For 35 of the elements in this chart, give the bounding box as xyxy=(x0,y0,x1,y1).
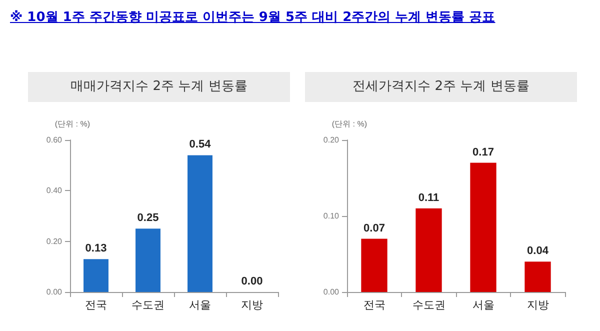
data-label: 0.04 xyxy=(527,245,550,258)
y-tick-label: 0.20 xyxy=(323,136,340,144)
data-label: 0.25 xyxy=(137,212,159,224)
chart-title: 전세가격지수 2주 누계 변동률 xyxy=(305,72,577,102)
bar xyxy=(416,208,442,292)
x-tick-label: 전국 xyxy=(85,300,107,312)
bar xyxy=(136,228,160,292)
data-label: 0.07 xyxy=(364,222,385,234)
chart-title: 매매가격지수 2주 누계 변동률 xyxy=(28,72,290,102)
data-label: 0.17 xyxy=(472,146,494,158)
x-tick-label: 전국 xyxy=(363,300,386,312)
bar xyxy=(84,259,108,292)
data-label: 0.00 xyxy=(241,276,263,288)
y-tick-label: 0.20 xyxy=(46,236,63,246)
x-tick-label: 서울 xyxy=(189,300,211,312)
x-tick-label: 서울 xyxy=(472,300,494,312)
x-tick-label: 지방 xyxy=(526,300,549,312)
y-tick-label: 0.10 xyxy=(323,212,340,220)
bar xyxy=(524,262,551,292)
data-label: 0.11 xyxy=(418,192,440,204)
y-axis-title: (단위 : %) xyxy=(54,120,90,128)
x-tick-label: 수도권 xyxy=(412,300,446,312)
x-tick-label: 지방 xyxy=(241,300,263,312)
y-tick-label: 0.60 xyxy=(46,136,63,144)
x-tick-label: 수도권 xyxy=(132,300,164,312)
y-axis-title: (단위 : %) xyxy=(332,120,368,128)
y-tick-label: 0.00 xyxy=(323,288,340,296)
bar xyxy=(470,162,496,292)
bar xyxy=(188,155,212,292)
y-tick-label: 0.00 xyxy=(46,288,63,296)
data-label: 0.54 xyxy=(189,138,212,151)
text: ※ 10월 1주 주간동향 미공표로 이번주는 9월 5주 대비 2주간의 누계 변동률 공표 xyxy=(10,10,496,25)
bar xyxy=(361,238,388,292)
y-tick-label: 0.40 xyxy=(46,186,63,196)
data-label: 0.13 xyxy=(85,242,107,255)
